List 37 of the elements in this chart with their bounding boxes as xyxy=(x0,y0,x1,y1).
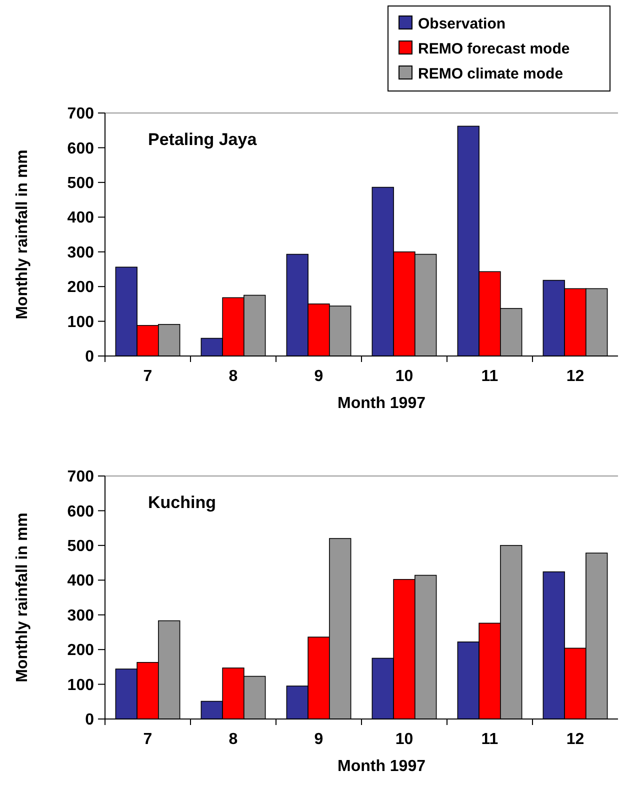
x-tick-label: 11 xyxy=(481,731,498,748)
y-axis-title: Monthly rainfall in mm xyxy=(14,512,31,682)
y-tick-label: 100 xyxy=(67,314,94,331)
y-tick-label: 500 xyxy=(67,538,94,556)
x-tick-label: 12 xyxy=(566,731,584,748)
y-axis-title: Monthly rainfall in mm xyxy=(14,150,31,320)
y-tick-label: 600 xyxy=(67,503,94,520)
y-tick-label: 300 xyxy=(67,244,94,262)
x-tick-label: 11 xyxy=(481,368,498,385)
y-tick-label: 700 xyxy=(67,106,94,123)
x-tick-label: 9 xyxy=(314,368,324,385)
x-tick-label: 8 xyxy=(228,368,238,385)
text: Kuching xyxy=(148,493,216,512)
y-tick-label: 200 xyxy=(67,642,94,660)
x-tick-label: 10 xyxy=(395,731,414,748)
x-tick-label: 7 xyxy=(143,731,152,748)
y-tick-label: 400 xyxy=(67,572,94,590)
y-tick-label: 0 xyxy=(85,712,94,729)
x-tick-label: 7 xyxy=(143,368,152,385)
legend-label: REMO forecast mode xyxy=(418,40,570,58)
x-tick-label: 10 xyxy=(395,368,414,385)
x-axis-title: Month 1997 xyxy=(337,395,426,412)
legend-label: REMO climate mode xyxy=(418,65,564,82)
y-tick-label: 200 xyxy=(67,279,94,296)
y-tick-label: 400 xyxy=(67,210,94,227)
legend-label: Observation xyxy=(418,15,506,32)
x-axis-title: Month 1997 xyxy=(337,758,426,775)
y-tick-label: 300 xyxy=(67,607,94,624)
x-tick-label: 12 xyxy=(566,368,584,385)
text: Petaling Jaya xyxy=(148,130,258,149)
x-tick-label: 8 xyxy=(228,731,238,748)
y-tick-label: 700 xyxy=(67,468,94,486)
y-tick-label: 600 xyxy=(67,140,94,158)
x-tick-label: 9 xyxy=(314,731,324,748)
y-tick-label: 100 xyxy=(67,676,94,694)
y-tick-label: 500 xyxy=(67,175,94,192)
y-tick-label: 0 xyxy=(85,348,94,366)
